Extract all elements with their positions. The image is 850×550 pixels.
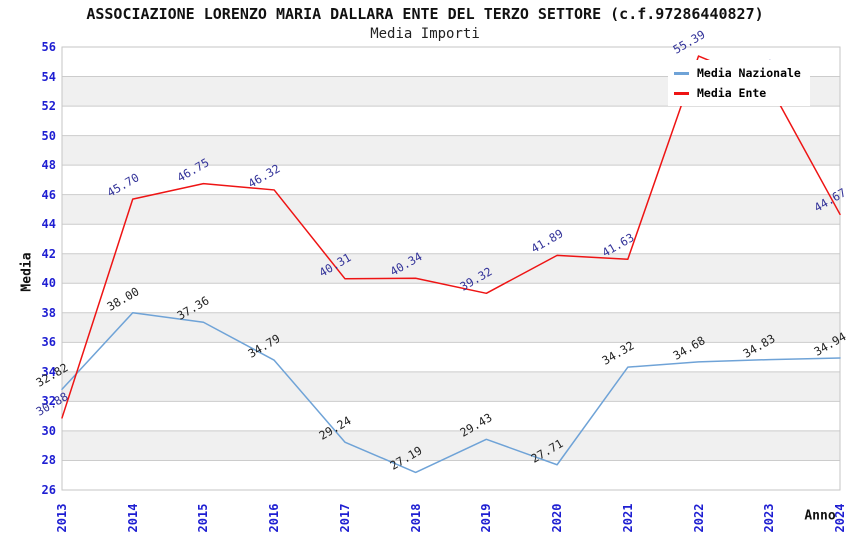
y-tick-label: 32 — [41, 394, 56, 409]
chart-title: ASSOCIAZIONE LORENZO MARIA DALLARA ENTE … — [86, 5, 764, 23]
x-tick-label: 2019 — [479, 503, 494, 533]
y-tick-label: 54 — [41, 69, 56, 84]
y-tick-label: 30 — [41, 423, 56, 438]
media-nazionale-line-swatch-icon — [674, 71, 689, 75]
y-tick-label: 36 — [41, 335, 56, 350]
y-tick-label: 44 — [41, 217, 56, 232]
chart-subtitle: Media Importi — [370, 26, 480, 42]
y-axis-title: Media — [19, 252, 35, 292]
y-tick-label: 52 — [41, 99, 56, 114]
x-tick-label: 2014 — [125, 503, 140, 533]
y-tick-label: 26 — [41, 483, 56, 497]
y-tick-label: 48 — [41, 158, 56, 173]
media-ente-line-swatch-icon — [674, 91, 689, 95]
x-tick-label: 2022 — [691, 503, 706, 533]
y-tick-label: 28 — [41, 453, 56, 468]
y-tick-label: 38 — [41, 305, 56, 320]
y-tick-label: 50 — [41, 128, 56, 143]
x-tick-label: 2018 — [408, 503, 423, 533]
x-tick-label: 2016 — [267, 503, 282, 533]
x-tick-label: 2020 — [550, 503, 565, 533]
x-tick-label: 2015 — [196, 503, 211, 533]
legend-item-media-ente: Media Ente — [674, 86, 810, 100]
x-tick-label: 2023 — [762, 503, 777, 533]
y-tick-label: 42 — [41, 246, 56, 261]
y-tick-label: 40 — [41, 276, 56, 291]
x-tick-label: 2017 — [337, 503, 352, 533]
legend: Media Nazionale Media Ente — [668, 60, 810, 106]
legend-label-media-ente: Media Ente — [697, 86, 767, 100]
x-tick-label: 2013 — [55, 503, 69, 533]
x-tick-label: 2021 — [620, 503, 635, 533]
y-tick-label: 34 — [41, 364, 56, 379]
x-axis-title: Anno — [804, 508, 836, 524]
y-tick-label: 46 — [41, 187, 56, 202]
legend-item-media-nazionale: Media Nazionale — [674, 66, 810, 80]
legend-label-media-nazionale: Media Nazionale — [697, 66, 801, 80]
y-tick-label: 56 — [41, 40, 56, 54]
